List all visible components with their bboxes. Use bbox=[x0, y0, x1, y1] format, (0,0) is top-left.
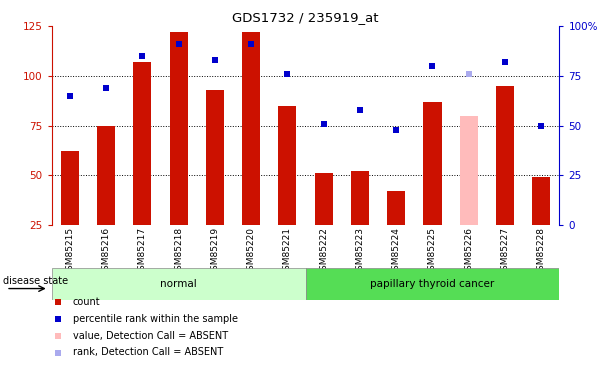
Title: GDS1732 / 235919_at: GDS1732 / 235919_at bbox=[232, 11, 379, 24]
Text: GSM85218: GSM85218 bbox=[174, 227, 183, 276]
Bar bbox=[423, 102, 441, 225]
Bar bbox=[305, 268, 559, 300]
Text: GSM85215: GSM85215 bbox=[65, 227, 74, 276]
Text: GSM85219: GSM85219 bbox=[210, 227, 219, 276]
Bar bbox=[97, 126, 115, 225]
Text: value, Detection Call = ABSENT: value, Detection Call = ABSENT bbox=[73, 331, 228, 340]
Text: disease state: disease state bbox=[3, 276, 68, 286]
Text: papillary thyroid cancer: papillary thyroid cancer bbox=[370, 279, 494, 289]
Text: GSM85217: GSM85217 bbox=[138, 227, 147, 276]
Text: normal: normal bbox=[161, 279, 197, 289]
Bar bbox=[278, 106, 297, 225]
Text: percentile rank within the sample: percentile rank within the sample bbox=[73, 314, 238, 324]
Bar bbox=[61, 152, 79, 225]
Bar bbox=[496, 86, 514, 225]
Bar bbox=[206, 90, 224, 225]
Text: GSM85223: GSM85223 bbox=[356, 227, 364, 276]
Bar bbox=[387, 191, 406, 225]
Bar bbox=[460, 116, 478, 225]
Text: GSM85220: GSM85220 bbox=[247, 227, 255, 276]
Text: GSM85227: GSM85227 bbox=[500, 227, 510, 276]
Text: GSM85216: GSM85216 bbox=[102, 227, 111, 276]
Bar bbox=[133, 62, 151, 225]
Text: GSM85228: GSM85228 bbox=[537, 227, 546, 276]
Bar bbox=[170, 32, 188, 225]
Text: GSM85224: GSM85224 bbox=[392, 227, 401, 276]
Text: GSM85221: GSM85221 bbox=[283, 227, 292, 276]
Bar bbox=[52, 268, 305, 300]
Bar bbox=[314, 173, 333, 225]
Bar bbox=[242, 32, 260, 225]
Text: GSM85222: GSM85222 bbox=[319, 227, 328, 276]
Text: count: count bbox=[73, 297, 100, 307]
Text: rank, Detection Call = ABSENT: rank, Detection Call = ABSENT bbox=[73, 348, 223, 357]
Text: GSM85225: GSM85225 bbox=[428, 227, 437, 276]
Bar bbox=[532, 177, 550, 225]
Text: GSM85226: GSM85226 bbox=[464, 227, 473, 276]
Bar bbox=[351, 171, 369, 225]
